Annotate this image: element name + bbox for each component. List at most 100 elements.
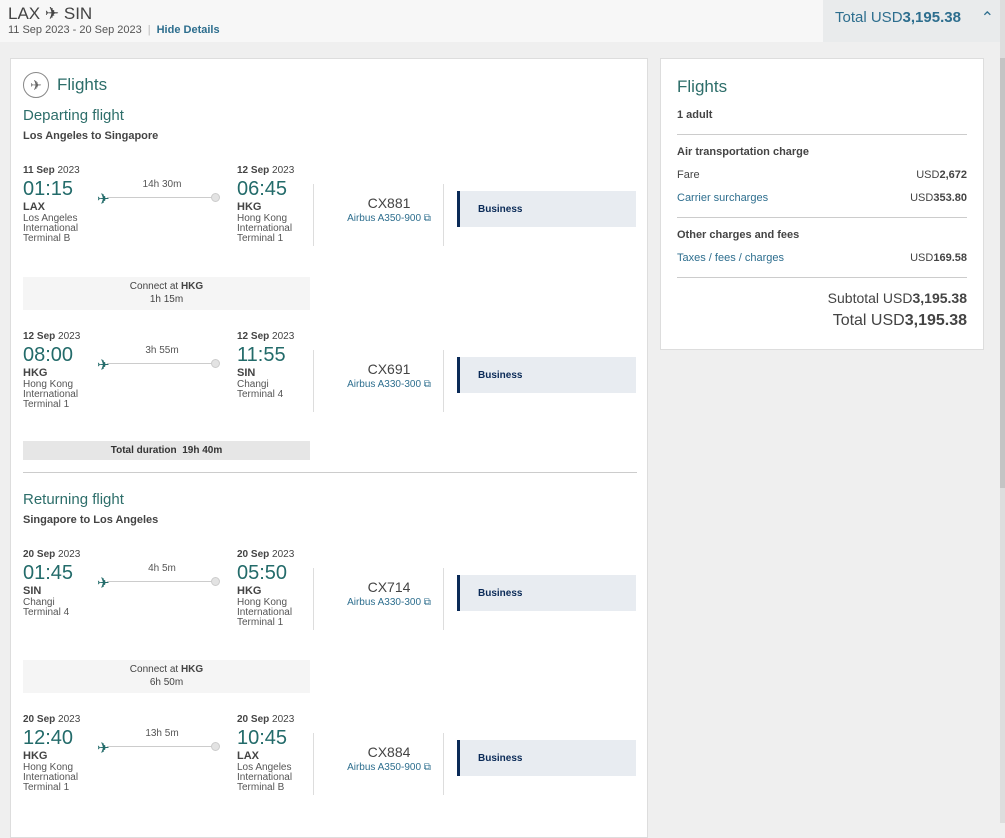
connect-time: 1h 15m [149, 294, 184, 305]
taxes-link[interactable]: Taxes / fees / charges [677, 252, 784, 264]
total-toggle[interactable]: Total USD3,195.38 ⌃ [823, 0, 1000, 42]
divider [443, 568, 444, 630]
connect-label: Connect at [129, 281, 179, 292]
flight-segment: 11 Sep 2023 01:15 LAX Los Angeles Interna… [23, 166, 637, 266]
aircraft-type: Airbus A350-900 [347, 213, 422, 224]
total-duration-label: Total duration [110, 445, 177, 456]
external-link-icon: ⧉ [423, 597, 431, 608]
total-duration: Total duration 19h 40m [23, 441, 310, 460]
arrival-dot [211, 193, 220, 202]
surcharge-amount: 353.80 [933, 192, 967, 204]
arrival-info: 20 Sep 2023 10:45 LAX Los Angeles Interna… [237, 715, 294, 793]
trip-header: LAX ✈ SIN 11 Sep 2023 - 20 Sep 2023 | Hide… [0, 0, 823, 42]
aircraft-link[interactable]: Airbus A330-300 ⧉ [325, 379, 453, 390]
arrival-dot [211, 577, 220, 586]
currency: USD [916, 169, 940, 181]
arr-code: HKG [237, 585, 262, 597]
divider [23, 472, 637, 473]
returning-subheading: Singapore to Los Angeles [23, 514, 159, 526]
arr-date: 12 Sep [237, 331, 270, 342]
route-line [107, 197, 217, 198]
aircraft-link[interactable]: Airbus A350-900 ⧉ [325, 213, 453, 224]
route-line [107, 746, 217, 747]
aircraft-link[interactable]: Airbus A330-300 ⧉ [325, 597, 453, 608]
divider [313, 733, 314, 795]
dep-terminal: Terminal 1 [23, 782, 70, 793]
taxes-row: Taxes / fees / charges USD169.58 [677, 252, 967, 264]
flight-number: CX714 [367, 579, 411, 595]
plane-icon: ✈ [97, 191, 110, 208]
dep-city: Hong Kong [23, 379, 74, 390]
arr-city: Changi [237, 379, 269, 390]
dep-code: SIN [23, 585, 42, 597]
connection-info: Connect at HKG 6h 50m [23, 660, 310, 693]
returning-section: Returning flight Singapore to Los Angele… [23, 491, 637, 795]
arr-year: 2023 [272, 331, 295, 342]
divider [313, 568, 314, 630]
route-line [107, 363, 217, 364]
aircraft-link[interactable]: Airbus A350-900 ⧉ [325, 762, 453, 773]
divider [313, 350, 314, 412]
chevron-up-icon[interactable]: ⌃ [980, 10, 994, 27]
plane-icon: ✈ [44, 4, 60, 23]
dep-code: LAX [23, 201, 45, 213]
divider: | [147, 24, 151, 36]
arr-year: 2023 [272, 714, 295, 725]
subtotal-amount: 3,195.38 [912, 290, 968, 306]
arr-airport: International [237, 607, 293, 618]
subtotal-label: Subtotal USD [827, 290, 913, 306]
flight-duration: 3h 55m [145, 345, 179, 356]
cabin-class: Business [457, 575, 636, 611]
external-link-icon: ⧉ [423, 379, 431, 390]
connect-time: 6h 50m [149, 677, 184, 688]
dep-date: 12 Sep [23, 331, 56, 342]
cabin-class: Business [457, 357, 636, 393]
arr-time: 11:55 [237, 344, 286, 366]
dep-year: 2023 [58, 549, 81, 560]
dep-city: Changi [23, 597, 55, 608]
arr-date: 20 Sep [237, 549, 270, 560]
total-label: Total USD [835, 9, 903, 26]
taxes-amount: 169.58 [933, 252, 967, 264]
dep-code: HKG [23, 367, 48, 379]
dep-date: 20 Sep [23, 714, 56, 725]
arr-code: LAX [237, 750, 259, 762]
dep-airport: Terminal 4 [23, 607, 70, 618]
arr-year: 2023 [272, 165, 295, 176]
arr-airport: Terminal 4 [237, 389, 284, 400]
carrier-surcharges-link[interactable]: Carrier surcharges [677, 192, 769, 204]
flights-panel: ✈ Flights Departing flight Los Angeles to… [10, 58, 648, 838]
departure-info: 20 Sep 2023 01:45 SIN Changi Terminal 4 [23, 550, 80, 618]
dep-terminal: Terminal 1 [23, 399, 70, 410]
scrollbar-thumb[interactable] [1000, 58, 1005, 488]
arr-date: 12 Sep [237, 165, 270, 176]
destination-code: SIN [63, 4, 93, 23]
arrival-info: 12 Sep 2023 06:45 HKG Hong Kong Internati… [237, 166, 294, 244]
departure-info: 20 Sep 2023 12:40 HKG Hong Kong Internati… [23, 715, 80, 793]
arr-time: 10:45 [237, 727, 288, 749]
dep-terminal: Terminal B [23, 233, 71, 244]
arr-year: 2023 [272, 549, 295, 560]
route-line [107, 581, 217, 582]
price-summary: Flights 1 adult Air transportation charg… [660, 58, 984, 350]
divider [677, 217, 967, 218]
arr-city: Hong Kong [237, 597, 288, 608]
arrival-info: 20 Sep 2023 05:50 HKG Hong Kong Internati… [237, 550, 294, 628]
plane-icon: ✈ [97, 575, 110, 592]
dep-city: Los Angeles [23, 213, 78, 224]
dep-time: 01:15 [23, 178, 74, 200]
dep-time: 12:40 [23, 727, 74, 749]
arr-airport: International [237, 772, 293, 783]
total-amount: 3,195.38 [902, 9, 961, 26]
plane-icon: ✈ [97, 740, 110, 757]
flight-number: CX884 [367, 744, 411, 760]
hide-details-link[interactable]: Hide Details [156, 24, 220, 36]
grand-total: Total USD3,195.38 [677, 312, 967, 330]
scrollbar[interactable] [1000, 0, 1005, 823]
total-duration-value: 19h 40m [182, 445, 223, 456]
arr-terminal: Terminal B [237, 782, 285, 793]
dep-date: 20 Sep [23, 549, 56, 560]
divider [677, 277, 967, 278]
flight-segment: 20 Sep 2023 01:45 SIN Changi Terminal 4 ✈… [23, 550, 637, 650]
departing-subheading: Los Angeles to Singapore [23, 130, 159, 142]
